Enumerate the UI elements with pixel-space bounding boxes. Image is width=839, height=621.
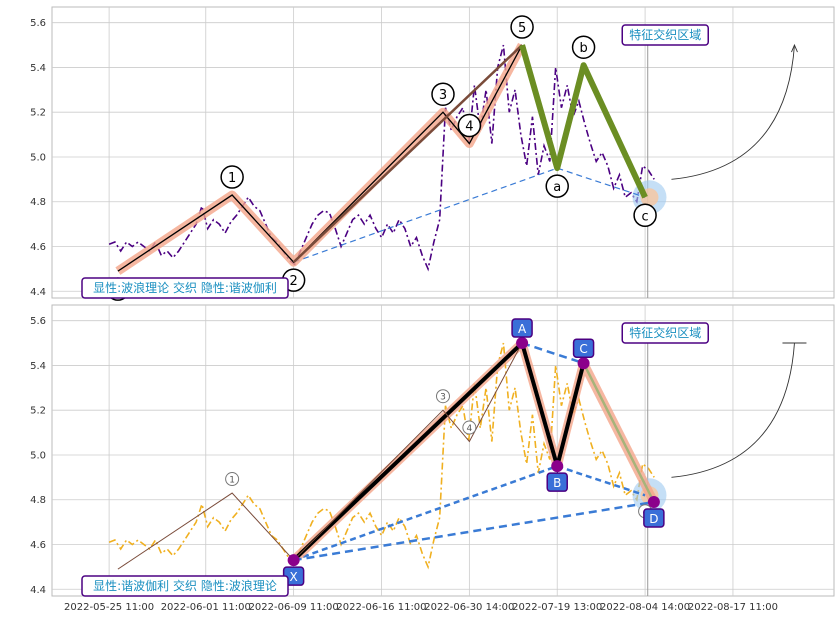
x-tick-label: 2022-08-17 11:00 [688,602,778,613]
harmonic-label: B [553,476,561,490]
y-tick-label: 5.2 [30,108,46,119]
harmonic-label-box [546,472,568,492]
trend-dashed-line [293,464,646,562]
harmonic-label: A [518,322,527,336]
wave-label-circle [571,35,596,59]
x-tick-label: 2022-08-04 14:00 [600,602,690,613]
trend-dashed-line [293,167,646,263]
projection-curve [671,343,795,478]
wave-label: 1 [229,476,235,486]
y-tick-label: 4.8 [30,495,46,506]
harmonic-cd-line [582,362,655,503]
y-tick-label: 5.6 [30,18,46,29]
harmonic-label: D [649,512,658,526]
harmonic-line [292,339,586,562]
wave-label-circle [545,174,569,198]
x-tick-label: 2022-06-09 11:00 [249,602,339,613]
harmonic-ac-line [521,341,584,365]
wave-label: b [579,41,587,56]
wave-label-circle [436,389,450,404]
harmonic-point [551,460,564,473]
wave-label-circle [220,165,244,189]
y-tick-label: 5.0 [30,152,46,163]
y-tick-label: 5.2 [30,406,46,417]
legend-label: 显性:波浪理论 交织 隐性:谐波伽利 [93,280,277,295]
harmonic-label-box [643,508,665,528]
wave-label-circle [510,15,534,39]
price-line [108,342,655,570]
wave-label-circle [462,420,477,435]
y-tick-label: 5.0 [30,450,46,461]
x-tick-label: 2022-06-01 11:00 [161,602,251,613]
harmonic-point [516,337,529,350]
harmonic-point [577,357,590,370]
x-tick-label: 2022-07-19 13:00 [512,602,602,613]
y-tick-label: 5.4 [30,63,46,74]
y-tick-label: 4.4 [30,585,46,596]
harmonic-label-box [511,318,533,338]
wave-label-circle [633,203,657,228]
panel-2: 4.4 4.6 4.8 5.0 5.2 5.4 5.6 2022-05-25 11:00 202… [30,304,835,613]
zone-label: 特征交织区域 [629,325,701,340]
projection-curve [671,45,795,180]
wave-trend-line [292,44,523,264]
wave-label: 3 [439,88,447,103]
wave-label: 3 [440,393,446,403]
wave-label: 2 [289,274,297,289]
wave-trace [117,342,523,570]
y-tick-label: 5.6 [30,316,46,327]
projection-arrowhead [791,43,798,53]
zone-label-box [621,24,709,46]
harmonic-xd-line [293,500,655,562]
wave-label: c [642,209,649,224]
y-tick-label: 4.8 [30,197,46,208]
wave-label-circle [457,113,482,138]
x-tick-label: 2022-06-16 11:00 [336,602,426,613]
x-tick-label: 2022-05-25 11:00 [64,602,154,613]
y-tick-label: 5.4 [30,361,46,372]
harmonic-point [647,495,660,508]
harmonic-point [287,554,300,567]
wave-label: a [553,180,561,195]
y-tick-label: 4.6 [30,242,46,253]
wave-label: 5 [518,21,526,36]
panel-1: 4.44.64.85.05.25.45.6012345abc特征交织区域显性:波… [30,6,835,301]
wave-label: 1 [228,171,236,186]
abc-line [519,44,648,199]
y-tick-label: 4.4 [30,287,46,298]
legend-label: 显性:谐波伽利 交织 隐性:波浪理论 [93,578,277,593]
wave-label-circle [225,472,240,487]
legend-box [81,575,289,597]
wave-label: 4 [466,424,472,434]
harmonic-label: C [579,342,587,356]
zone-label: 特征交织区域 [629,27,701,42]
legend-box [81,277,289,299]
wave-label-circle [431,82,455,106]
wave-label: 4 [465,120,473,135]
zone-label-box [621,322,709,344]
harmonic-label-box [572,338,595,358]
x-tick-label: 2022-06-30 14:00 [424,602,514,613]
harmonic-label: X [290,570,298,584]
y-tick-label: 4.6 [30,540,46,551]
